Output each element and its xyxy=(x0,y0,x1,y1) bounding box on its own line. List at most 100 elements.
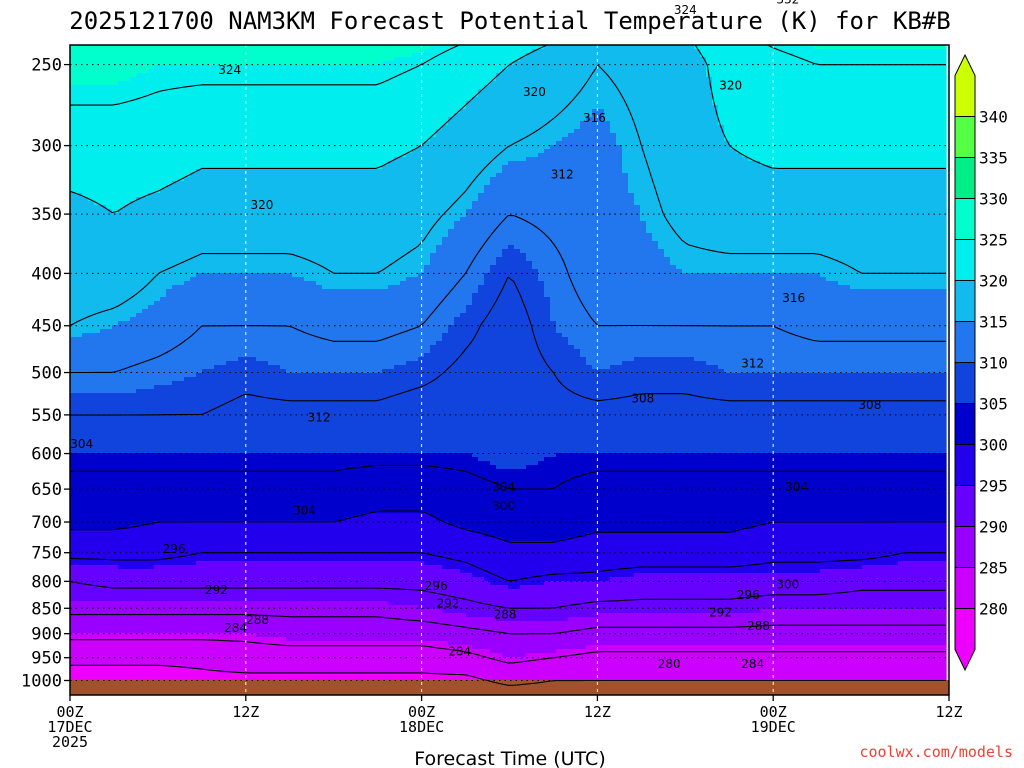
colorbar-tick-label: 290 xyxy=(979,518,1008,537)
contour-288 xyxy=(70,614,946,635)
contour-label: 288 xyxy=(246,613,269,627)
contour-label: 292 xyxy=(205,583,228,597)
potential-temperature-fill xyxy=(70,45,947,694)
contour-label: 324 xyxy=(674,3,697,17)
y-axis: 250 300 350 400 450 500 550 600 650 700 750 800 850 9… xyxy=(21,56,70,692)
colorbar-tick-label: 325 xyxy=(979,231,1008,250)
contour-label: 300 xyxy=(492,499,515,513)
y-tick-label: 350 xyxy=(31,205,62,225)
colorbar-tick-label: 310 xyxy=(979,354,1008,373)
y-tick-label: 800 xyxy=(31,572,62,592)
y-tick-label: 550 xyxy=(31,406,62,426)
colorbar-tick-label: 300 xyxy=(979,436,1008,455)
contour-label: 320 xyxy=(250,198,273,212)
contour-label: 304 xyxy=(70,437,93,451)
colorbar-tick-label: 330 xyxy=(979,190,1008,209)
credit-text: coolwx.com/models xyxy=(859,743,1013,761)
colorbar-tick-label: 280 xyxy=(979,600,1008,619)
plot-area: 3323283363283323243243203203163123203163… xyxy=(69,0,950,696)
ground-band xyxy=(70,680,949,695)
contour-312 xyxy=(70,215,946,374)
contour-label: 284 xyxy=(448,645,471,659)
colorbar-swatch xyxy=(954,53,976,117)
contour-label: 288 xyxy=(747,619,770,633)
contour-label: 316 xyxy=(782,291,805,305)
contour-label: 324 xyxy=(218,63,241,77)
contour-label: 296 xyxy=(737,588,760,602)
x-tick-label: 12Z xyxy=(232,703,259,721)
x-tick-label: 00Z xyxy=(56,703,83,721)
contour-label: 300 xyxy=(776,578,799,592)
x-tick-label: 19DEC xyxy=(751,718,796,736)
contour-316 xyxy=(69,64,946,326)
colorbar-swatch xyxy=(954,444,976,486)
grid-lines xyxy=(70,45,949,695)
contour-label: 296 xyxy=(163,542,186,556)
y-tick-label: 950 xyxy=(31,649,62,669)
y-tick-label: 500 xyxy=(31,364,62,384)
y-tick-label: 750 xyxy=(31,544,62,564)
x-tick-label: 17DEC xyxy=(47,718,92,736)
y-tick-label: 650 xyxy=(31,480,62,500)
contour-292 xyxy=(69,580,946,609)
plot-frame xyxy=(69,44,950,696)
contour-320 xyxy=(69,44,946,214)
y-tick-label: 250 xyxy=(31,56,62,76)
contour-label: 280 xyxy=(658,657,681,671)
y-tick-label: 900 xyxy=(31,625,62,645)
colorbar: 280 285 290 295 300 305 310 315 320 325 330 335 340 xyxy=(954,53,1008,672)
contour-label: 332 xyxy=(776,0,799,7)
x-tick-label: 18DEC xyxy=(399,718,444,736)
contour-labels: 3323283363283323243243203203163123203163… xyxy=(70,0,881,671)
colorbar-tick-label: 335 xyxy=(979,149,1008,168)
contour-label: 312 xyxy=(308,410,331,424)
colorbar-swatch xyxy=(954,239,976,281)
contour-label: 292 xyxy=(709,605,732,619)
y-tick-label: 300 xyxy=(31,137,62,157)
x-tick-label: 00Z xyxy=(760,703,787,721)
contour-label: 292 xyxy=(437,597,460,611)
colorbar-tick-label: 295 xyxy=(979,477,1008,496)
contour-label: 284 xyxy=(224,621,247,635)
colorbar-tick-label: 340 xyxy=(979,108,1008,127)
contour-label: 316 xyxy=(583,111,606,125)
contour-284 xyxy=(70,639,946,664)
x-tick-label: 00Z xyxy=(408,703,435,721)
colorbar-swatch xyxy=(954,362,976,404)
x-tick-label: 2025 xyxy=(52,733,88,751)
contour-label: 304 xyxy=(785,480,808,494)
contour-304 xyxy=(70,464,946,490)
contour-label: 308 xyxy=(631,391,654,405)
contour-308 xyxy=(70,276,946,416)
colorbar-swatch xyxy=(954,157,976,199)
x-tick-label: 12Z xyxy=(935,703,962,721)
y-tick-label: 700 xyxy=(31,513,62,533)
colorbar-swatch xyxy=(954,198,976,240)
chart-title: 2025121700 NAM3KM Forecast Potential Tem… xyxy=(69,7,950,35)
colorbar-swatch xyxy=(954,485,976,527)
y-tick-label: 850 xyxy=(31,599,62,619)
colorbar-swatch xyxy=(954,116,976,158)
contour-label: 320 xyxy=(523,85,546,99)
x-axis-label: Forecast Time (UTC) xyxy=(414,748,605,768)
contour-label: 288 xyxy=(494,608,517,622)
colorbar-swatch xyxy=(954,403,976,445)
colorbar-swatch xyxy=(954,567,976,609)
colorbar-swatch xyxy=(954,321,976,363)
contour-label: 304 xyxy=(492,480,515,494)
colorbar-tick-label: 315 xyxy=(979,313,1008,332)
contour-label: 304 xyxy=(293,503,316,517)
contour-label: 296 xyxy=(425,579,448,593)
colorbar-tick-label: 285 xyxy=(979,559,1008,578)
contour-label: 312 xyxy=(741,357,764,371)
x-tick-label: 12Z xyxy=(584,703,611,721)
contour-label: 320 xyxy=(719,78,742,92)
contour-label: 284 xyxy=(741,657,764,671)
y-tick-label: 1000 xyxy=(21,672,62,692)
colorbar-swatch xyxy=(954,280,976,322)
contour-300 xyxy=(70,510,946,544)
y-tick-label: 600 xyxy=(31,445,62,465)
colorbar-swatch xyxy=(954,526,976,568)
